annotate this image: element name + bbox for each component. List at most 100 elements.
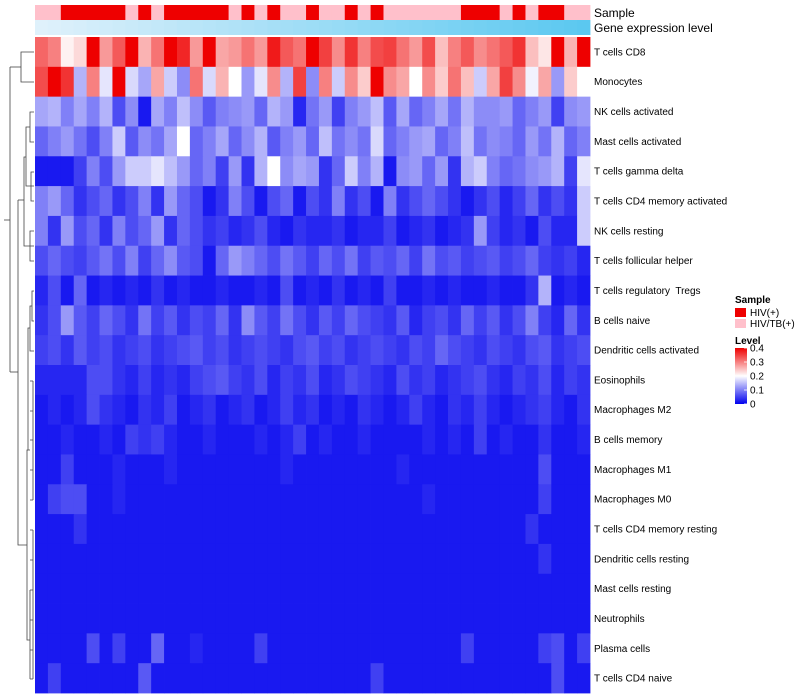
heatmap-cell xyxy=(60,66,75,98)
heatmap-cell xyxy=(228,186,242,217)
heatmap-cell xyxy=(525,186,539,217)
heatmap-cell xyxy=(215,365,230,396)
heatmap-cell xyxy=(344,305,359,336)
heatmap-cell xyxy=(189,275,204,306)
heatmap-cell xyxy=(176,245,191,276)
heatmap-cell xyxy=(254,543,268,575)
heatmap-cell xyxy=(280,215,294,247)
heatmap-cell xyxy=(189,365,204,396)
heatmap-cell xyxy=(448,275,462,306)
heatmap-cell xyxy=(448,335,462,366)
heatmap-cell xyxy=(202,484,217,515)
heatmap-cell xyxy=(151,156,165,187)
heatmap-cell xyxy=(331,633,346,664)
heatmap-cell xyxy=(396,394,410,426)
heatmap-cell xyxy=(396,633,410,664)
sample-annotation-cell xyxy=(176,5,191,20)
heatmap-cell xyxy=(60,245,75,276)
heatmap-cell xyxy=(47,335,62,366)
heatmap-cell xyxy=(125,215,139,247)
heatmap-cell xyxy=(280,484,294,515)
heatmap-cell xyxy=(499,66,513,98)
heatmap-cell xyxy=(293,603,307,634)
heatmap-cell xyxy=(99,245,113,276)
sample-annotation-cell xyxy=(577,5,591,20)
heatmap-cell xyxy=(151,603,165,634)
heatmap-cell xyxy=(344,454,359,485)
heatmap-cell xyxy=(409,573,423,604)
heatmap-cell xyxy=(499,335,513,366)
sample-annotation-bar xyxy=(35,5,591,20)
heatmap-cell xyxy=(564,66,578,98)
heatmap-cell xyxy=(306,484,320,515)
heatmap-cell xyxy=(202,663,217,694)
heatmap-cell xyxy=(525,305,539,336)
heatmap-cell xyxy=(164,215,178,247)
sample-annotation-cell xyxy=(138,5,152,20)
heatmap-cell xyxy=(228,156,242,187)
heatmap-cell xyxy=(318,543,333,575)
heatmap-cell xyxy=(60,275,75,306)
heatmap-cell xyxy=(151,454,165,485)
heatmap-cell xyxy=(409,96,423,127)
heatmap-cell xyxy=(448,663,462,694)
heatmap-cell xyxy=(73,126,88,157)
heatmap-cell xyxy=(473,275,488,306)
gene-expression-cell xyxy=(396,20,410,35)
heatmap-cell xyxy=(577,394,591,426)
heatmap-cell xyxy=(564,186,578,217)
heatmap-cell xyxy=(538,126,552,157)
heatmap-cell xyxy=(241,633,255,664)
heatmap-cell xyxy=(125,365,139,396)
heatmap-cell xyxy=(448,66,462,98)
heatmap-cell xyxy=(331,454,346,485)
level-tick-label: 0.3 xyxy=(750,358,764,369)
heatmap-cell xyxy=(73,394,88,426)
heatmap-cell xyxy=(370,484,384,515)
heatmap-cell xyxy=(125,454,139,485)
heatmap-cell xyxy=(138,424,152,455)
gene-expression-cell xyxy=(460,20,475,35)
heatmap-cell xyxy=(422,543,436,575)
heatmap-cell xyxy=(267,394,281,426)
heatmap-cell xyxy=(60,394,75,426)
heatmap-cell xyxy=(577,424,591,455)
heatmap-cell xyxy=(577,335,591,366)
heatmap-cell xyxy=(525,215,539,247)
heatmap-cell xyxy=(422,484,436,515)
heatmap-cell xyxy=(551,96,565,127)
heatmap-cell xyxy=(267,305,281,336)
heatmap-cell xyxy=(435,543,449,575)
heatmap-cell xyxy=(512,245,526,276)
heatmap-cell xyxy=(538,305,552,336)
heatmap-cell xyxy=(486,543,501,575)
heatmap-cell xyxy=(99,275,113,306)
heatmap-cell xyxy=(293,543,307,575)
heatmap-cell xyxy=(164,484,178,515)
heatmap-cell xyxy=(254,484,268,515)
heatmap-cell xyxy=(460,186,475,217)
heatmap-cell xyxy=(241,156,255,187)
heatmap-cell xyxy=(435,424,449,455)
heatmap-cell xyxy=(409,394,423,426)
heatmap-cell xyxy=(138,186,152,217)
heatmap-cell xyxy=(86,633,100,664)
heatmap-cell xyxy=(318,275,333,306)
sample-annotation-cell xyxy=(112,5,126,20)
heatmap-cell xyxy=(357,37,371,68)
heatmap-cell xyxy=(473,573,488,604)
heatmap-cell xyxy=(370,305,384,336)
heatmap-cell xyxy=(164,573,178,604)
heatmap-cell xyxy=(525,156,539,187)
heatmap-cell xyxy=(215,484,230,515)
heatmap-cell xyxy=(60,37,75,68)
heatmap-cell xyxy=(318,186,333,217)
heatmap-cell xyxy=(86,514,100,545)
heatmap-cell xyxy=(73,305,88,336)
sample-annotation-cell xyxy=(86,5,100,20)
sample-annotation-cell xyxy=(293,5,307,20)
heatmap-cell xyxy=(47,96,62,127)
heatmap-cell xyxy=(176,37,191,68)
heatmap-cell xyxy=(138,454,152,485)
heatmap-cell xyxy=(99,663,113,694)
